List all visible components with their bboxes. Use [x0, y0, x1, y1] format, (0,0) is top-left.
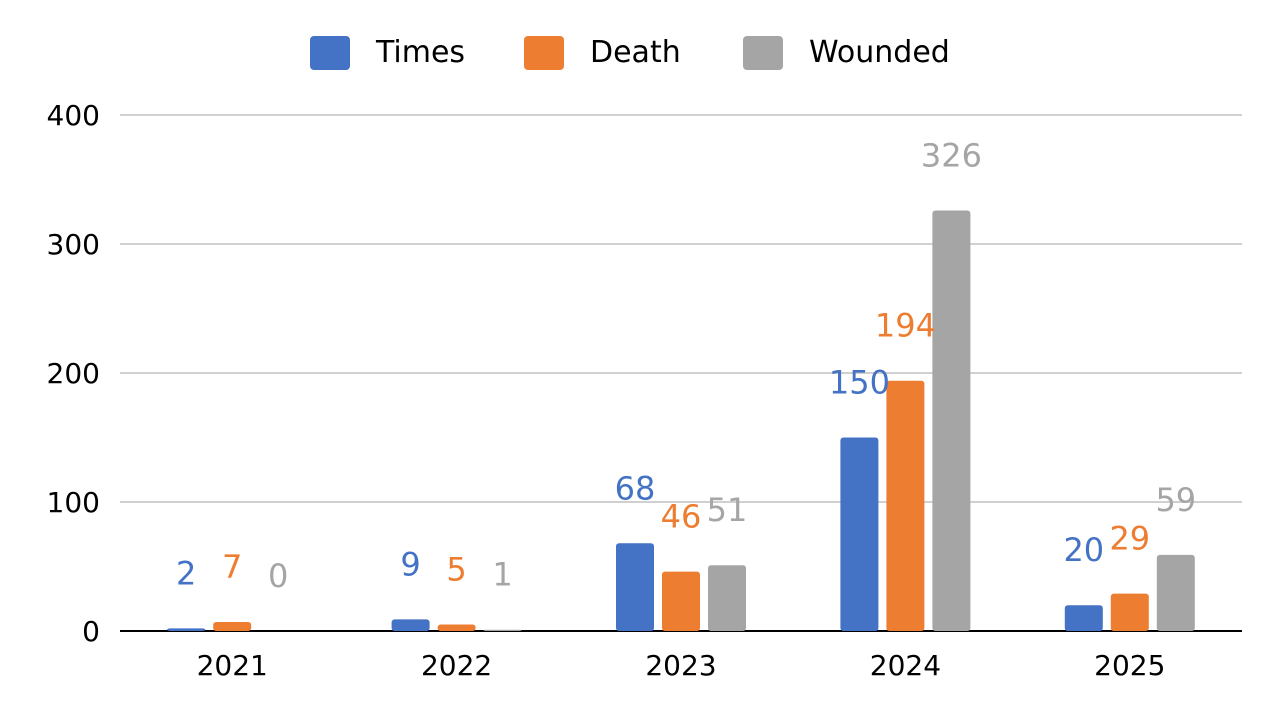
data-label-death-2024: 194 [875, 307, 936, 345]
legend-label-death: Death [590, 35, 681, 70]
data-label-wounded-2023: 51 [707, 491, 748, 529]
legend-label-wounded: Wounded [809, 35, 950, 70]
legend-swatch-times [310, 36, 350, 70]
bar-death-2021 [213, 621, 252, 631]
bar-wounded-2024 [932, 210, 971, 631]
bar-times-2023 [616, 543, 654, 631]
y-tick-label: 300 [47, 228, 100, 261]
data-label-death-2021: 7 [222, 548, 242, 586]
data-label-death-2022: 5 [446, 551, 466, 589]
y-tick-label: 400 [47, 99, 100, 132]
bar-times-2024 [840, 437, 879, 631]
x-category-label: 2021 [197, 649, 268, 682]
bar-times-2025 [1064, 605, 1103, 631]
data-label-wounded-2024: 326 [921, 136, 982, 174]
data-label-times-2022: 9 [400, 545, 420, 583]
bar-wounded-2022 [483, 629, 522, 631]
bar-death-2022 [437, 624, 476, 631]
data-label-wounded-2025: 59 [1155, 481, 1196, 519]
data-label-wounded-2021: 0 [268, 557, 288, 595]
data-label-death-2023: 46 [661, 498, 702, 536]
bar-death-2023 [662, 571, 700, 631]
data-label-times-2025: 20 [1063, 531, 1104, 569]
x-category-label: 2023 [645, 649, 716, 682]
x-category-label: 2022 [421, 649, 492, 682]
data-label-times-2023: 68 [615, 469, 656, 507]
y-tick-label: 100 [47, 486, 100, 519]
bar-death-2025 [1110, 593, 1149, 631]
legend-swatch-wounded [743, 36, 783, 70]
x-category-label: 2025 [1094, 649, 1165, 682]
legend-swatch-death [524, 36, 564, 70]
bar-death-2024 [886, 380, 925, 631]
data-label-times-2024: 150 [829, 364, 890, 402]
y-axis-ticks: 0 100 200 300 400 [47, 99, 100, 648]
bars [167, 210, 1195, 631]
data-label-wounded-2022: 1 [492, 556, 512, 594]
x-category-label: 2024 [870, 649, 941, 682]
y-tick-label: 200 [47, 357, 100, 390]
data-label-times-2021: 2 [176, 554, 196, 592]
data-label-death-2025: 29 [1109, 520, 1150, 558]
bar-times-2022 [391, 619, 430, 631]
bar-wounded-2023 [708, 565, 746, 631]
bar-wounded-2025 [1156, 554, 1195, 631]
y-tick-label: 0 [82, 615, 100, 648]
bar-times-2021 [167, 628, 206, 631]
legend-label-times: Times [375, 35, 465, 70]
legend: Times Death Wounded [310, 35, 950, 70]
x-axis-categories: 2021 2022 2023 2024 2025 [197, 649, 1166, 682]
